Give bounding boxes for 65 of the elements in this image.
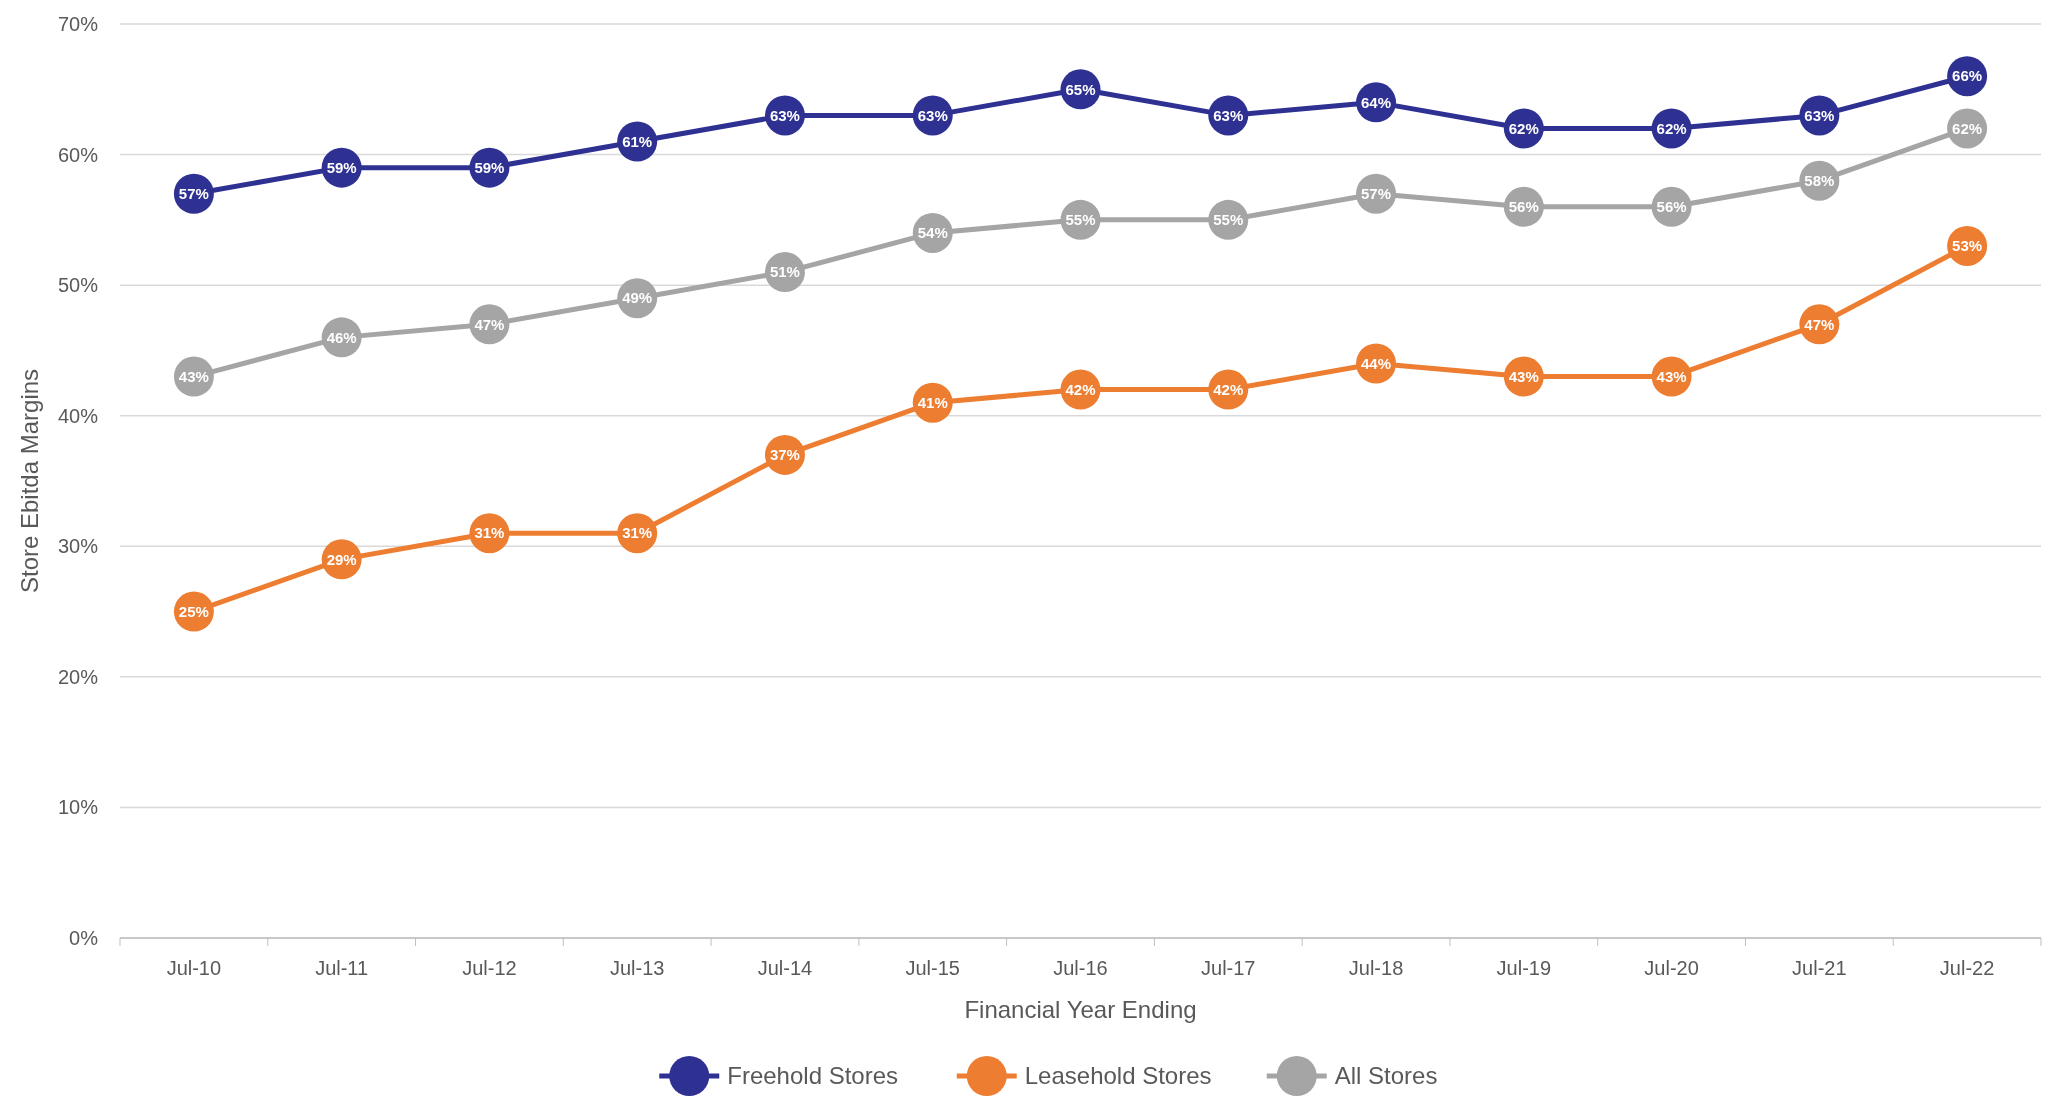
legend-label: Freehold Stores (727, 1062, 899, 1089)
y-tick-label: 0% (69, 927, 99, 949)
data-label: 65% (1065, 80, 1096, 98)
x-tick-label: Jul-19 (1496, 957, 1552, 979)
data-label: 42% (1065, 380, 1096, 398)
legend-label: Leasehold Stores (1024, 1062, 1212, 1089)
x-tick-label: Jul-16 (1053, 957, 1108, 979)
data-label: 61% (622, 132, 653, 150)
data-label: 54% (917, 224, 948, 242)
data-label: 29% (326, 550, 357, 568)
y-tick-label: 70% (57, 13, 99, 35)
x-axis-title: Financial Year Ending (964, 996, 1197, 1023)
data-label: 64% (1361, 93, 1392, 111)
data-label: 55% (1213, 211, 1244, 229)
data-label: 62% (1952, 119, 1983, 137)
data-label: 63% (1213, 106, 1244, 124)
data-label: 59% (474, 158, 505, 176)
data-label: 57% (178, 184, 209, 202)
x-tick-label: Jul-20 (1644, 957, 1699, 979)
y-tick-label: 60% (57, 143, 99, 166)
data-label: 56% (1508, 198, 1539, 216)
data-label: 53% (1952, 237, 1983, 255)
y-tick-label: 30% (57, 535, 99, 558)
data-label: 63% (769, 106, 800, 124)
y-tick-label: 10% (57, 796, 99, 819)
x-tick-label: Jul-15 (905, 957, 960, 979)
legend-label: All Stores (1334, 1062, 1438, 1089)
data-label: 31% (622, 524, 653, 542)
data-label: 25% (178, 602, 209, 620)
data-label: 63% (917, 106, 948, 124)
data-label: 55% (1065, 211, 1096, 229)
data-label: 49% (622, 289, 653, 307)
y-tick-label: 40% (57, 404, 99, 427)
x-tick-label: Jul-17 (1201, 957, 1256, 979)
data-label: 31% (474, 524, 505, 542)
data-label: 58% (1804, 171, 1835, 189)
data-label: 37% (769, 446, 800, 464)
y-tick-label: 20% (57, 665, 99, 688)
x-tick-label: Jul-14 (757, 957, 813, 979)
data-label: 43% (1656, 367, 1687, 385)
data-label: 51% (769, 263, 800, 281)
data-label: 63% (1804, 106, 1835, 124)
data-label: 59% (326, 158, 357, 176)
data-label: 46% (326, 328, 357, 346)
data-label: 43% (1508, 367, 1539, 385)
x-tick-label: Jul-13 (609, 957, 665, 979)
x-tick-label: Jul-18 (1348, 957, 1404, 979)
x-tick-label: Jul-22 (1939, 957, 1995, 979)
data-label: 44% (1361, 354, 1392, 372)
data-label: 42% (1213, 380, 1244, 398)
y-axis-title: Store Ebitda Margins (16, 368, 43, 594)
data-label: 47% (1804, 315, 1835, 333)
data-label: 43% (178, 367, 209, 385)
data-label: 57% (1361, 184, 1392, 202)
data-label: 56% (1656, 198, 1687, 216)
data-label: 47% (474, 315, 505, 333)
data-label: 41% (917, 393, 948, 411)
data-label: 62% (1656, 119, 1687, 137)
data-label: 62% (1508, 119, 1539, 137)
x-tick-label: Jul-11 (315, 957, 369, 979)
x-tick-label: Jul-21 (1792, 957, 1847, 979)
x-tick-label: Jul-10 (166, 957, 222, 979)
data-label: 66% (1952, 67, 1983, 85)
y-tick-label: 50% (57, 274, 99, 297)
x-tick-label: Jul-12 (462, 957, 517, 979)
